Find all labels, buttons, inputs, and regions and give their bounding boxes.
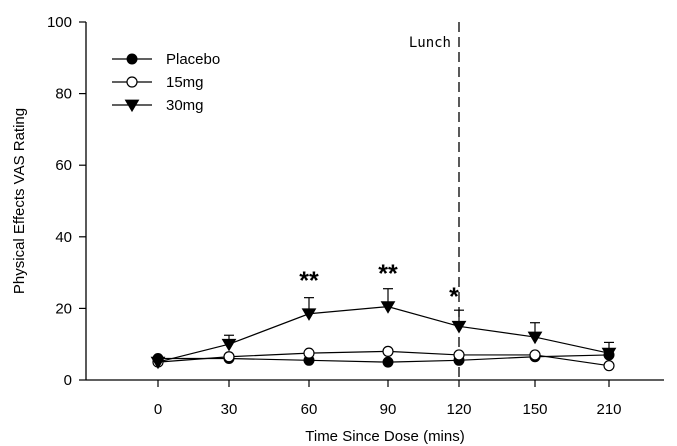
data-point bbox=[221, 338, 237, 352]
x-axis-title: Time Since Dose (mins) bbox=[305, 428, 464, 445]
y-ticks: 0 20 40 60 80 100 bbox=[47, 14, 86, 389]
y-tick-label: 60 bbox=[55, 157, 72, 174]
data-point bbox=[150, 356, 166, 370]
legend: Placebo 15mg 30mg bbox=[112, 51, 220, 114]
series-group bbox=[150, 288, 617, 372]
y-tick-label: 0 bbox=[64, 372, 72, 389]
x-ticks: 0 30 60 90 120 150 210 bbox=[154, 380, 622, 418]
data-point bbox=[223, 351, 235, 363]
data-point bbox=[527, 331, 543, 345]
x-tick-label: 150 bbox=[522, 401, 547, 418]
x-tick-label: 60 bbox=[301, 401, 318, 418]
series-30mg bbox=[150, 288, 617, 370]
data-point bbox=[382, 356, 394, 368]
y-tick-label: 40 bbox=[55, 229, 72, 246]
legend-marker bbox=[124, 99, 140, 113]
x-tick-label: 120 bbox=[446, 401, 471, 418]
significance-marker: * bbox=[449, 283, 459, 311]
legend-item-15mg: 15mg bbox=[112, 74, 204, 91]
y-tick-label: 20 bbox=[55, 300, 72, 317]
legend-item-30mg: 30mg bbox=[112, 97, 204, 114]
x-tick-label: 210 bbox=[596, 401, 621, 418]
data-point bbox=[451, 320, 467, 334]
y-tick-label: 100 bbox=[47, 14, 72, 31]
legend-label: 15mg bbox=[166, 74, 204, 91]
x-tick-label: 0 bbox=[154, 401, 162, 418]
legend-label: Placebo bbox=[166, 51, 220, 68]
legend-marker bbox=[126, 53, 138, 65]
data-point bbox=[303, 347, 315, 359]
data-point bbox=[529, 349, 541, 361]
x-tick-label: 90 bbox=[380, 401, 397, 418]
legend-item-placebo: Placebo bbox=[112, 51, 220, 68]
data-point bbox=[603, 360, 615, 372]
data-point bbox=[382, 345, 394, 357]
legend-marker bbox=[126, 76, 138, 88]
significance-marker: ** bbox=[378, 260, 398, 288]
significance-annotations: ** *** bbox=[299, 260, 459, 311]
data-point bbox=[380, 301, 396, 314]
data-point bbox=[601, 347, 617, 361]
data-point bbox=[453, 349, 465, 361]
legend-label: 30mg bbox=[166, 97, 204, 114]
lunch-reference-label: Lunch bbox=[409, 35, 451, 51]
data-point bbox=[301, 308, 317, 321]
significance-marker: ** bbox=[299, 267, 319, 295]
y-axis-title: Physical Effects VAS Rating bbox=[11, 108, 28, 294]
x-tick-label: 30 bbox=[221, 401, 238, 418]
y-tick-label: 80 bbox=[55, 86, 72, 103]
